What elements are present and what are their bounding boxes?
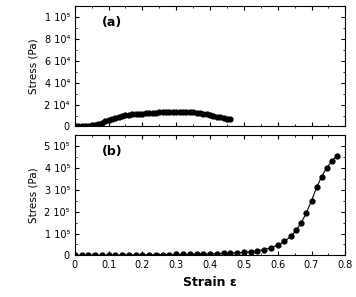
Text: (b): (b) <box>102 145 122 157</box>
Text: (a): (a) <box>102 15 122 29</box>
X-axis label: Strain ε: Strain ε <box>183 276 237 289</box>
Y-axis label: Stress (Pa): Stress (Pa) <box>29 38 39 94</box>
Y-axis label: Stress (Pa): Stress (Pa) <box>29 167 39 223</box>
